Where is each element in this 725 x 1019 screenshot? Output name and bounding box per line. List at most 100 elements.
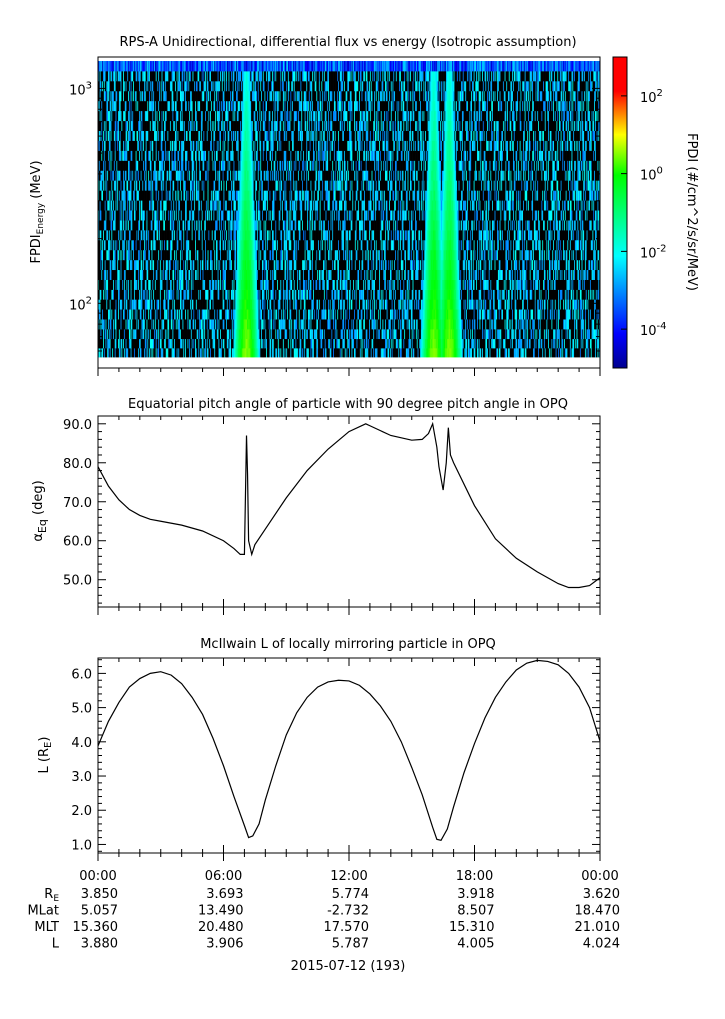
spectrogram-cell bbox=[212, 338, 214, 349]
spectrogram-cell bbox=[264, 338, 266, 349]
spectrogram-cell bbox=[369, 338, 372, 349]
spectrogram-cell bbox=[168, 338, 170, 349]
spectrogram-cell bbox=[418, 338, 420, 349]
spectrogram-cell bbox=[334, 348, 336, 358]
spectrogram-cell bbox=[165, 338, 167, 349]
spectrogram-cell bbox=[247, 329, 249, 340]
spectrogram-cell bbox=[220, 338, 223, 349]
spectrogram-cell bbox=[145, 348, 147, 358]
spectrogram-cell bbox=[479, 348, 481, 358]
spectrogram-cell bbox=[473, 348, 475, 358]
spectrogram-cell bbox=[396, 338, 398, 349]
spectrogram-cell bbox=[484, 348, 486, 358]
spectrogram-cell bbox=[146, 338, 148, 349]
spectrogram-cell bbox=[98, 329, 100, 340]
spectrogram-cell bbox=[173, 338, 175, 349]
spectrogram-cell bbox=[227, 329, 229, 340]
spectrogram-cell bbox=[162, 329, 164, 340]
spectrogram-cell bbox=[301, 348, 303, 358]
spectrogram-cell bbox=[331, 348, 333, 358]
spectrogram-cell bbox=[295, 348, 297, 358]
spectrogram-cell bbox=[141, 348, 143, 358]
spectrogram-cell bbox=[547, 338, 549, 349]
spectrogram-cell bbox=[556, 338, 558, 349]
spectrogram-cell bbox=[286, 338, 288, 349]
spectrogram-cell bbox=[113, 329, 115, 340]
spectrogram-cell bbox=[280, 329, 282, 340]
spectrogram-cell bbox=[301, 338, 303, 349]
spectrogram-cell bbox=[354, 338, 356, 349]
spectrogram-cell bbox=[346, 348, 348, 358]
spectrogram-cell bbox=[198, 329, 200, 340]
spectrogram-cell bbox=[483, 348, 485, 358]
spectrogram-cell bbox=[200, 329, 203, 340]
spectrogram-cell bbox=[170, 348, 172, 358]
spectrogram-cell bbox=[451, 348, 453, 358]
spectrogram-cell bbox=[231, 348, 233, 358]
spectrogram-cell bbox=[297, 348, 300, 358]
spectrogram-cell bbox=[364, 338, 367, 349]
spectrogram-cell bbox=[261, 338, 264, 349]
spectrogram-cell bbox=[250, 329, 252, 340]
spectrogram-cell bbox=[193, 329, 195, 340]
spectrogram-cell bbox=[571, 338, 573, 349]
spectrogram-cell bbox=[333, 338, 336, 349]
spectrogram-cell bbox=[270, 329, 272, 340]
spectrogram-cell bbox=[581, 348, 583, 358]
spectrogram-cell bbox=[481, 348, 483, 358]
spectrogram-cell bbox=[364, 348, 367, 358]
spectrogram-cell bbox=[220, 338, 222, 349]
spectrogram-cell bbox=[172, 329, 174, 340]
spectrogram-cell bbox=[358, 348, 360, 358]
spectrogram-cell bbox=[153, 348, 155, 358]
spectrogram-cell bbox=[296, 338, 298, 349]
spectrogram-cell bbox=[181, 338, 183, 349]
spectrogram-cell bbox=[545, 338, 547, 349]
spectrogram-cell bbox=[500, 338, 502, 349]
spectrogram-cell bbox=[211, 348, 213, 358]
spectrogram-cell bbox=[175, 348, 177, 358]
spectrogram-cell bbox=[184, 329, 186, 340]
spectrogram-cell bbox=[290, 338, 292, 349]
spectrogram-cell bbox=[114, 338, 116, 349]
spectrogram-cell bbox=[370, 348, 372, 358]
spectrogram-cell bbox=[294, 338, 296, 349]
spectrogram-cell bbox=[405, 338, 408, 349]
spectrogram-cell bbox=[457, 338, 459, 349]
spectrogram-cell bbox=[533, 348, 536, 358]
spectrogram-cell bbox=[194, 329, 196, 340]
spectrogram-cell bbox=[107, 348, 109, 358]
spectrogram-cell bbox=[130, 338, 132, 349]
spectrogram-cell bbox=[327, 348, 329, 358]
spectrogram-cell bbox=[355, 338, 357, 349]
spectrogram-cell bbox=[468, 338, 470, 349]
spectrogram-cell bbox=[320, 338, 322, 349]
spectrogram-cell bbox=[322, 338, 324, 349]
spectrogram-cell bbox=[160, 348, 162, 358]
spectrogram-cell bbox=[339, 348, 341, 358]
spectrogram-cell bbox=[296, 348, 298, 358]
spectrogram-cell bbox=[282, 338, 285, 349]
spectrogram-cell bbox=[461, 348, 463, 358]
spectrogram-cell bbox=[379, 338, 381, 349]
spectrogram-cell bbox=[260, 348, 262, 358]
spectrogram-cell bbox=[323, 348, 326, 358]
spectrogram-cell bbox=[152, 329, 154, 340]
spectrogram-cell bbox=[405, 348, 408, 358]
spectrogram-cell bbox=[278, 329, 280, 340]
spectrogram-cell bbox=[413, 348, 415, 358]
spectrogram-cell bbox=[410, 338, 412, 349]
spectrogram-cell bbox=[229, 348, 231, 358]
spectrogram-cell bbox=[144, 329, 147, 340]
spectrogram-cell bbox=[197, 338, 199, 349]
spectrogram-cell bbox=[247, 338, 249, 349]
spectrogram-cell bbox=[269, 338, 271, 349]
spectrogram-cell bbox=[392, 338, 394, 349]
spectrogram-cell bbox=[543, 338, 545, 349]
spectrogram-cell bbox=[218, 348, 220, 358]
spectrogram-cell bbox=[410, 348, 412, 358]
spectrogram-cell bbox=[200, 329, 202, 340]
spectrogram-cell bbox=[322, 348, 324, 358]
spectrogram-cell bbox=[585, 338, 587, 349]
spectrogram-cell bbox=[249, 348, 251, 358]
